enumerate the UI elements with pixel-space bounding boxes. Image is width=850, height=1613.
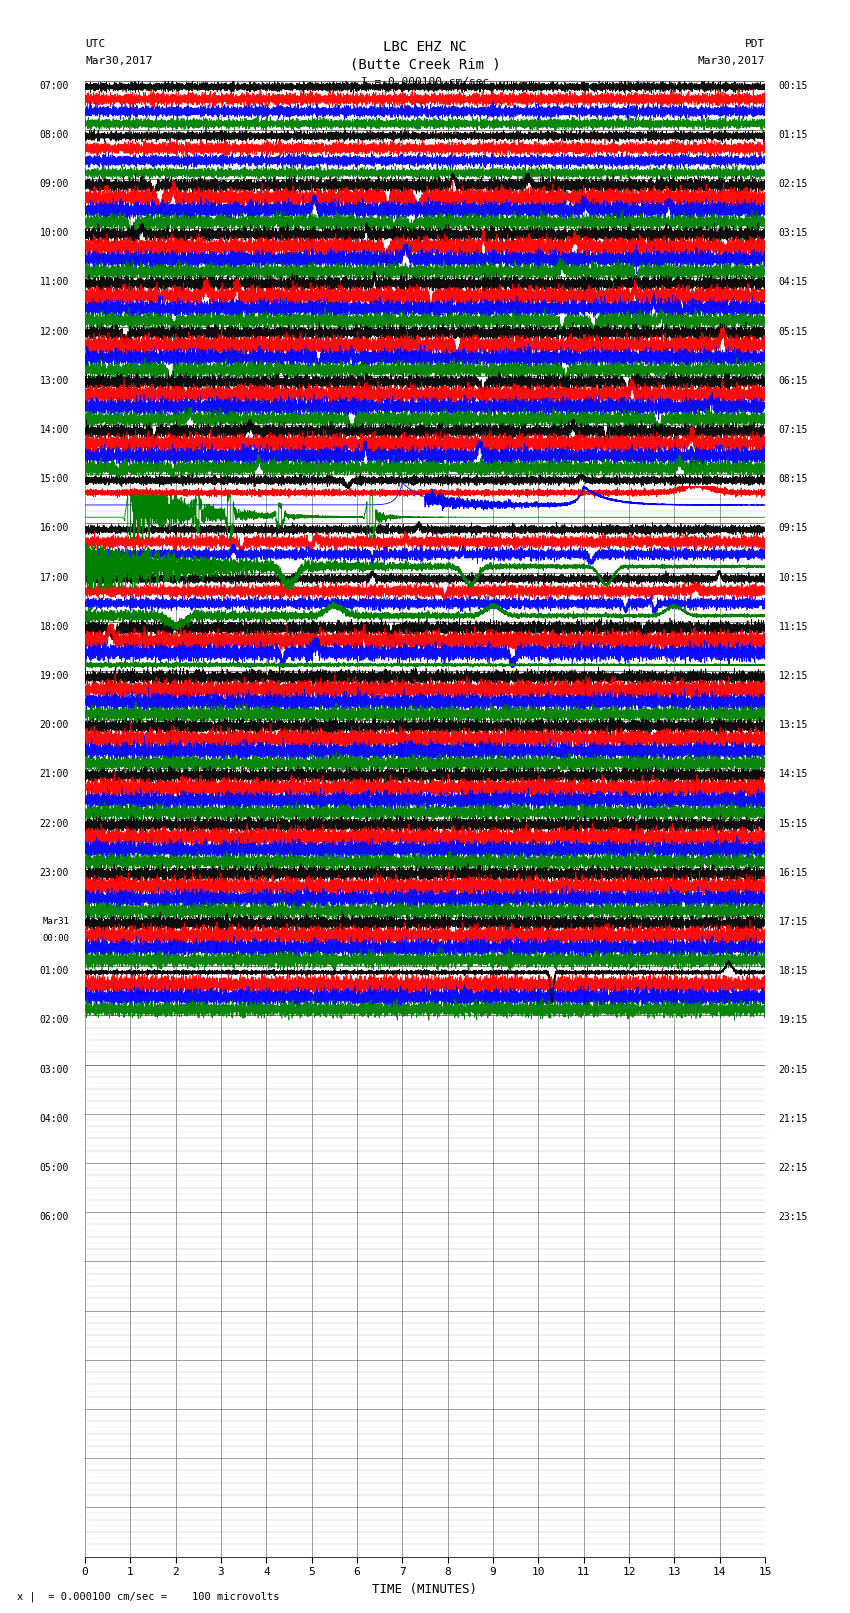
Text: 22:00: 22:00 xyxy=(40,818,69,829)
Text: (Butte Creek Rim ): (Butte Creek Rim ) xyxy=(349,58,501,71)
Text: 04:15: 04:15 xyxy=(779,277,808,287)
Text: 09:15: 09:15 xyxy=(779,523,808,534)
Text: 14:00: 14:00 xyxy=(40,426,69,436)
Text: 11:15: 11:15 xyxy=(779,621,808,632)
Text: Mar30,2017: Mar30,2017 xyxy=(85,56,152,66)
Text: 13:00: 13:00 xyxy=(40,376,69,386)
Text: 05:00: 05:00 xyxy=(40,1163,69,1173)
Text: 07:00: 07:00 xyxy=(40,81,69,90)
Text: 10:15: 10:15 xyxy=(779,573,808,582)
Text: 23:00: 23:00 xyxy=(40,868,69,877)
Text: 05:15: 05:15 xyxy=(779,326,808,337)
Text: 16:15: 16:15 xyxy=(779,868,808,877)
Text: 01:00: 01:00 xyxy=(40,966,69,976)
Text: 10:00: 10:00 xyxy=(40,227,69,239)
Text: 03:00: 03:00 xyxy=(40,1065,69,1074)
Text: 14:15: 14:15 xyxy=(779,769,808,779)
Text: Mar30,2017: Mar30,2017 xyxy=(698,56,765,66)
Text: 19:15: 19:15 xyxy=(779,1016,808,1026)
Text: I = 0.000100 cm/sec: I = 0.000100 cm/sec xyxy=(361,77,489,87)
Text: 03:15: 03:15 xyxy=(779,227,808,239)
Text: 02:15: 02:15 xyxy=(779,179,808,189)
Text: 06:00: 06:00 xyxy=(40,1213,69,1223)
Text: 20:15: 20:15 xyxy=(779,1065,808,1074)
Text: 02:00: 02:00 xyxy=(40,1016,69,1026)
Text: 15:00: 15:00 xyxy=(40,474,69,484)
Text: 13:15: 13:15 xyxy=(779,719,808,731)
Text: 06:15: 06:15 xyxy=(779,376,808,386)
Text: 21:00: 21:00 xyxy=(40,769,69,779)
Text: 16:00: 16:00 xyxy=(40,523,69,534)
Text: 15:15: 15:15 xyxy=(779,818,808,829)
Text: 19:00: 19:00 xyxy=(40,671,69,681)
Text: 04:00: 04:00 xyxy=(40,1113,69,1124)
Text: 22:15: 22:15 xyxy=(779,1163,808,1173)
Text: PDT: PDT xyxy=(745,39,765,48)
Text: 18:00: 18:00 xyxy=(40,621,69,632)
Text: 18:15: 18:15 xyxy=(779,966,808,976)
Text: 17:15: 17:15 xyxy=(779,916,808,927)
Text: x |  = 0.000100 cm/sec =    100 microvolts: x | = 0.000100 cm/sec = 100 microvolts xyxy=(17,1592,280,1602)
Text: UTC: UTC xyxy=(85,39,105,48)
Text: 00:15: 00:15 xyxy=(779,81,808,90)
Text: 07:15: 07:15 xyxy=(779,426,808,436)
Text: 08:15: 08:15 xyxy=(779,474,808,484)
Text: 12:15: 12:15 xyxy=(779,671,808,681)
Text: Mar31: Mar31 xyxy=(42,916,69,926)
Text: 23:15: 23:15 xyxy=(779,1213,808,1223)
Text: 21:15: 21:15 xyxy=(779,1113,808,1124)
X-axis label: TIME (MINUTES): TIME (MINUTES) xyxy=(372,1582,478,1595)
Text: 08:00: 08:00 xyxy=(40,131,69,140)
Text: 11:00: 11:00 xyxy=(40,277,69,287)
Text: LBC EHZ NC: LBC EHZ NC xyxy=(383,40,467,53)
Text: 17:00: 17:00 xyxy=(40,573,69,582)
Text: 12:00: 12:00 xyxy=(40,326,69,337)
Text: 20:00: 20:00 xyxy=(40,719,69,731)
Text: 00:00: 00:00 xyxy=(42,934,69,944)
Text: 09:00: 09:00 xyxy=(40,179,69,189)
Text: 01:15: 01:15 xyxy=(779,131,808,140)
